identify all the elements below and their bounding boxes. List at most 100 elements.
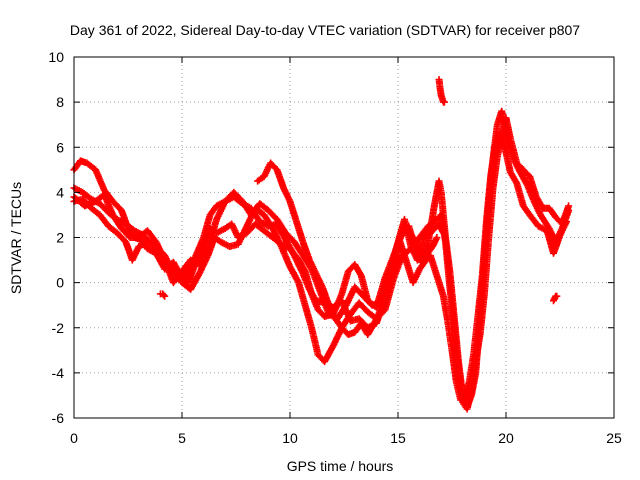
data-point [286,263,302,285]
data-point [260,227,275,240]
data-point [433,234,441,241]
y-axis-label: SDTVAR / TECUs [8,182,24,294]
series-track-6 [156,76,561,305]
data-series [70,76,573,413]
data-point [96,211,111,229]
data-point [422,253,433,264]
y-tick-label: 0 [56,275,64,291]
y-tick-label: 6 [56,139,64,155]
data-point [200,213,214,241]
data-point [143,245,158,256]
data-point [204,217,220,253]
data-point [118,225,133,240]
data-point [506,134,520,165]
data-point [409,267,423,287]
data-point [295,279,309,307]
data-point [87,204,102,218]
data-point [195,253,211,278]
data-point [351,283,366,299]
data-point [206,203,219,219]
data-point [455,364,467,404]
data-point [329,325,345,350]
data-point [152,238,168,262]
data-point [92,166,107,192]
data-point [195,246,211,269]
data-point [513,179,527,208]
data-point [532,193,546,211]
data-point [444,317,456,352]
data-point [416,224,431,241]
data-point [442,238,454,289]
data-point [299,238,313,262]
y-tick-label: -4 [52,365,65,381]
data-point [383,258,397,287]
data-point [435,279,447,298]
data-point [314,306,327,319]
data-point [487,145,499,178]
data-point [480,235,493,298]
data-point [105,222,120,236]
data-point [493,136,505,160]
data-point [565,202,573,210]
series-track-5 [254,159,441,338]
data-point [439,229,447,237]
data-point [308,324,322,357]
data-point [526,211,541,229]
data-point [159,290,168,299]
data-point [290,252,306,276]
data-point [269,225,285,249]
data-point [305,285,319,303]
y-tick-label: 10 [48,49,64,65]
data-point [485,186,497,241]
x-tick-label: 25 [606,430,622,446]
data-point [463,389,475,413]
data-point [273,215,289,235]
data-point [553,292,561,300]
y-tick-label: 2 [56,230,64,246]
data-point [526,173,540,199]
data-point [370,307,384,327]
data-point [267,159,280,172]
data-point [513,159,526,172]
data-point [256,200,271,213]
data-point [213,225,227,237]
y-tick-label: 8 [56,94,64,110]
data-point [420,230,433,241]
data-point [537,211,552,231]
data-point [450,324,462,371]
data-point [416,258,429,273]
data-point [364,321,377,338]
data-point [260,211,276,231]
data-point [355,299,370,315]
data-point [331,315,345,330]
data-point [109,197,124,213]
data-point [422,244,435,259]
data-point [545,204,559,220]
data-point [390,235,404,264]
data-point [251,220,267,234]
data-point [277,243,293,269]
data-point [185,262,198,287]
x-tick-label: 20 [498,430,514,446]
data-point [273,166,287,190]
data-point [550,233,563,257]
data-point [446,283,458,330]
data-point [472,332,484,366]
data-point [534,222,549,234]
data-point [550,294,559,305]
data-point [282,236,297,258]
data-point [424,217,439,230]
data-point [143,227,159,245]
data-point [191,235,207,262]
x-axis-label: GPS time / hours [287,458,394,474]
data-point [519,202,533,217]
data-point [79,188,94,202]
data-point [169,269,185,287]
series-track-4 [70,188,447,323]
data-point [113,229,129,245]
data-point [318,283,332,307]
y-tick-label: -6 [52,410,65,426]
data-point [290,238,306,258]
data-point [381,276,397,314]
